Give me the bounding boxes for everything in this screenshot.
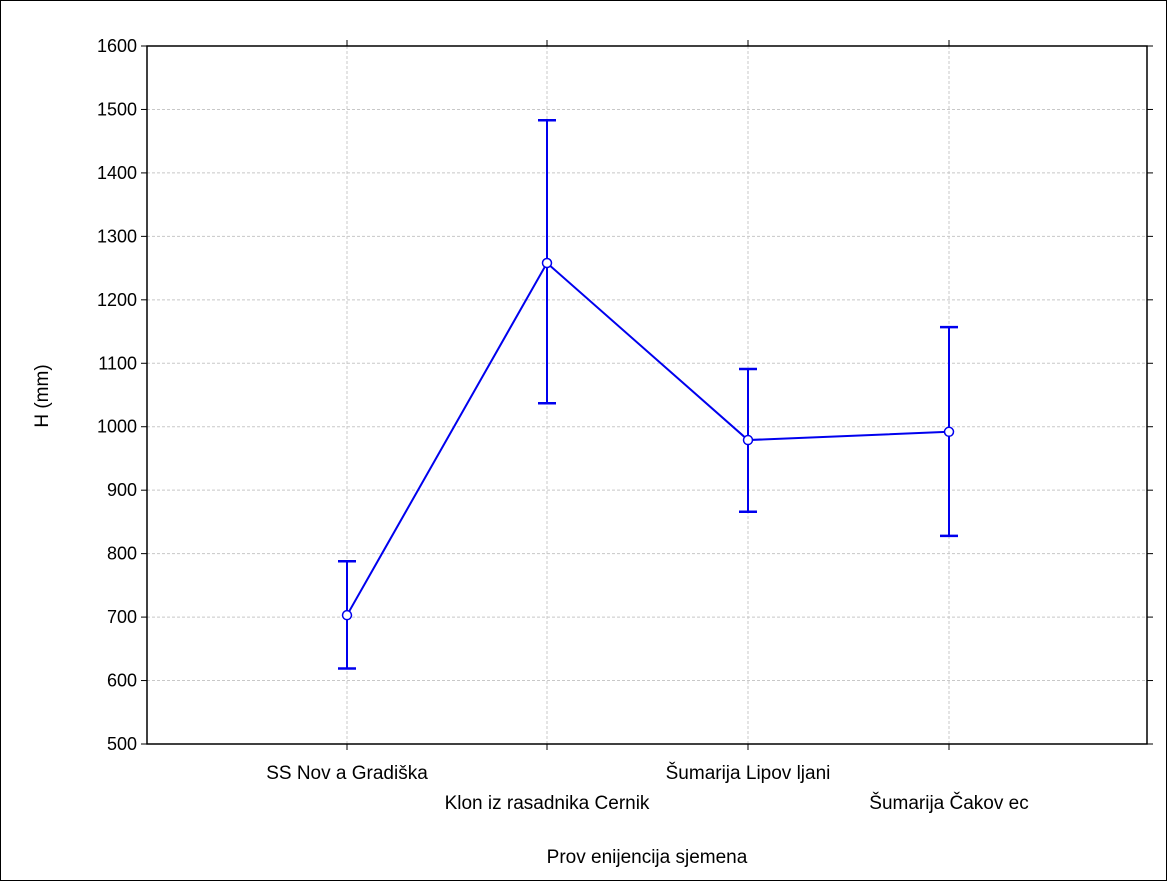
y-tick-label: 1600 xyxy=(97,36,137,56)
y-axis-title: H (mm) xyxy=(32,364,53,427)
x-tick-label: SS Nov a Gradiška xyxy=(266,763,428,784)
x-tick-label: Šumarija Lipov ljani xyxy=(666,762,831,784)
y-tick-label: 500 xyxy=(107,734,137,754)
data-point xyxy=(742,434,754,446)
y-tick-label: 1300 xyxy=(97,226,137,246)
y-tick-label: 800 xyxy=(107,544,137,564)
y-tick-label: 600 xyxy=(107,671,137,691)
axes: 500 600 700 800 900 1000 1100 1200 1300 1400 1500 1… xyxy=(97,36,1153,814)
data-point xyxy=(341,609,353,621)
y-tick-label: 1500 xyxy=(97,99,137,119)
x-tick-label: Klon iz rasadnika Cernik xyxy=(445,793,650,814)
y-tick-label: 1200 xyxy=(97,290,137,310)
x-axis-title: Prov enijencija sjemena xyxy=(547,847,748,868)
grid xyxy=(147,46,1147,744)
y-tick-label: 1000 xyxy=(97,417,137,437)
series-line xyxy=(346,261,950,616)
y-tick-label: 1100 xyxy=(98,353,137,373)
y-tick-label: 900 xyxy=(107,480,137,500)
data-point xyxy=(943,426,955,438)
plot-area-border xyxy=(146,45,1148,745)
x-tick-label: Šumarija Čakov ec xyxy=(869,792,1028,814)
y-tick-label: 1400 xyxy=(97,163,137,183)
data-point xyxy=(541,257,553,269)
series xyxy=(338,118,958,670)
y-tick-label: 700 xyxy=(107,607,137,627)
